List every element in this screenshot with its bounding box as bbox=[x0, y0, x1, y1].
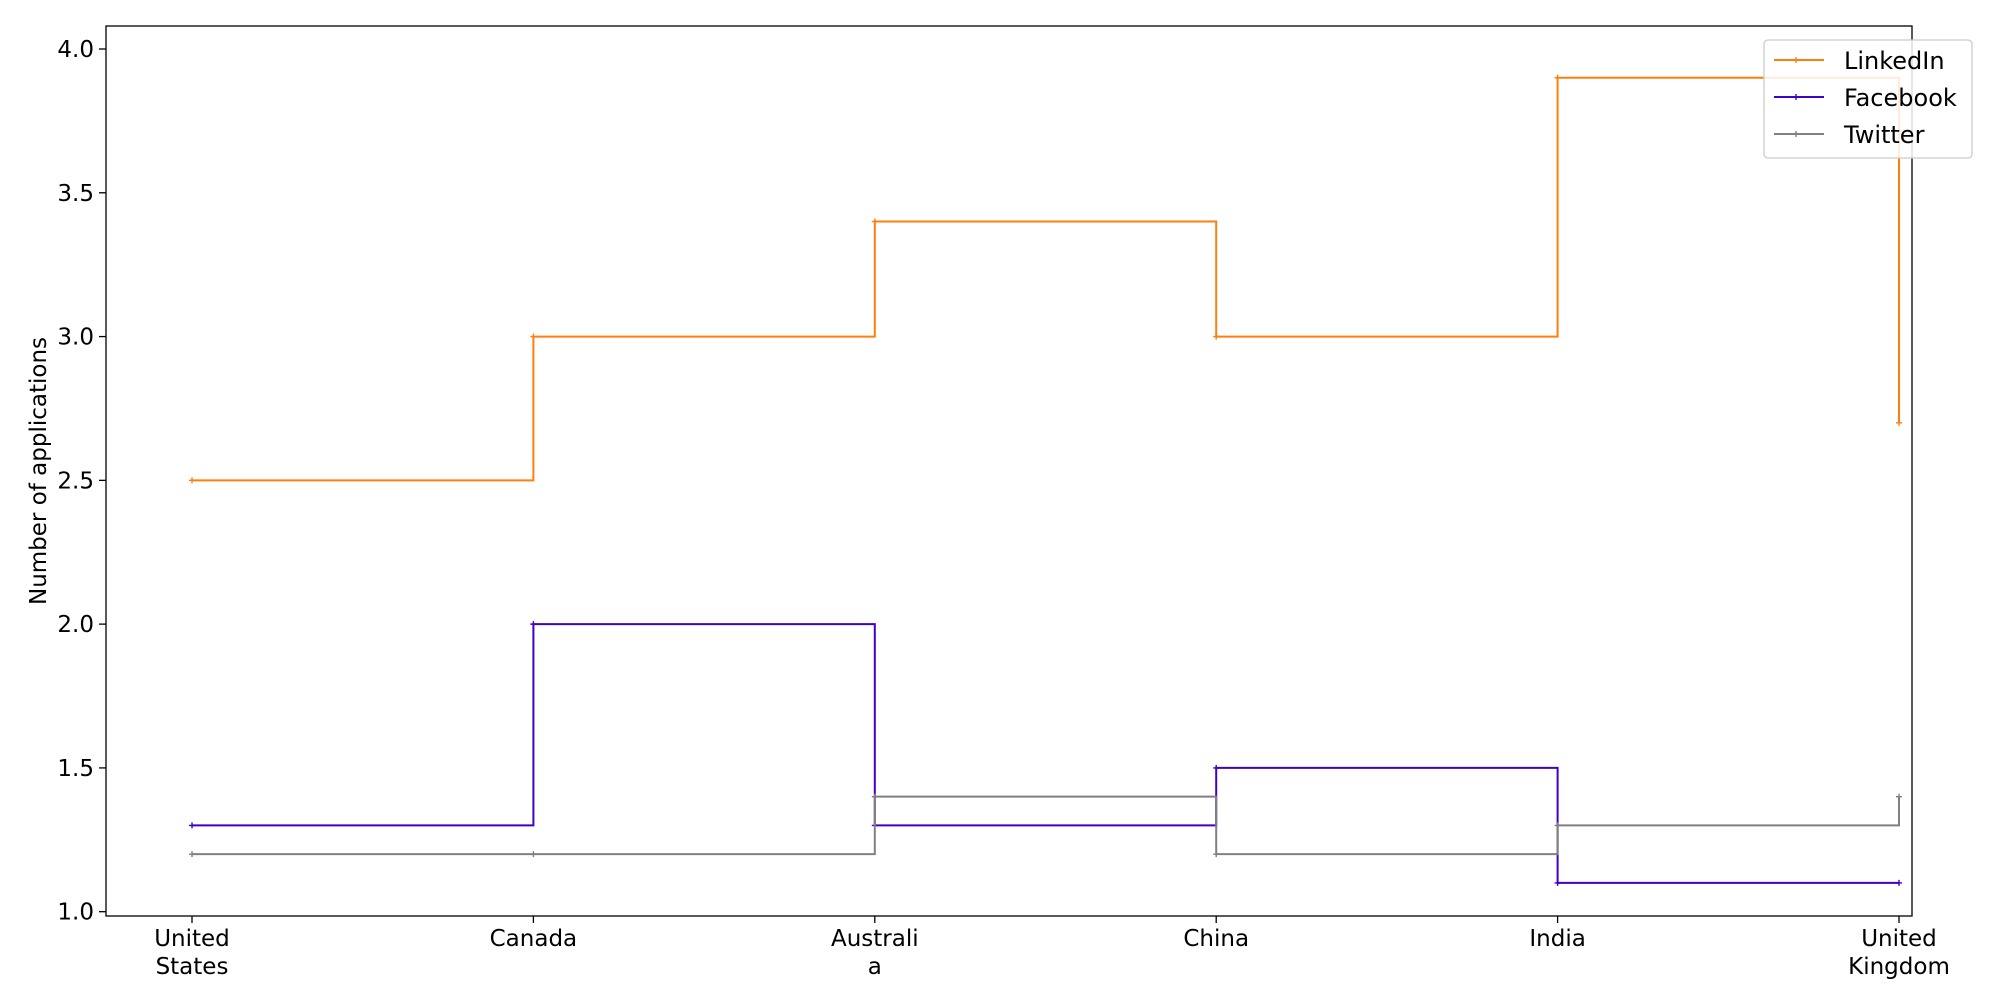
y-axis: 1.0 1.5 2.0 2.5 3.0 3.5 4.0 bbox=[57, 37, 106, 926]
series-line-twitter bbox=[192, 795, 1900, 856]
series-linkedin bbox=[189, 74, 1902, 484]
plot-frame bbox=[105, 25, 1913, 917]
data-point-facebook-3 bbox=[1213, 764, 1220, 771]
data-point-linkedin-2 bbox=[871, 218, 878, 225]
data-point-facebook-5 bbox=[1896, 879, 1902, 886]
x-tick-label-5: United Kingdom bbox=[1848, 926, 1950, 980]
series-facebook bbox=[189, 621, 1902, 886]
x-tick-label-line: Australi bbox=[831, 926, 919, 952]
x-tick-label-2: Australi a bbox=[831, 926, 919, 980]
y-tick-label-2: 2.0 bbox=[57, 612, 94, 638]
y-axis-label: Number of applications bbox=[26, 337, 52, 605]
data-point-linkedin-5 bbox=[1896, 419, 1902, 426]
y-tick-label-5: 3.5 bbox=[57, 181, 94, 207]
series-line-facebook bbox=[192, 623, 1899, 884]
x-tick-label-0: United States bbox=[154, 926, 230, 980]
x-tick-label-line: a bbox=[868, 954, 882, 980]
data-point-twitter-4 bbox=[1554, 822, 1561, 829]
legend-label: Facebook bbox=[1844, 84, 1957, 112]
data-point-twitter-3 bbox=[1213, 851, 1220, 858]
legend-item-facebook: Facebook bbox=[1774, 84, 1957, 112]
data-point-facebook-4 bbox=[1554, 879, 1561, 886]
x-tick-label-line: States bbox=[156, 954, 229, 980]
x-tick-label-line: China bbox=[1183, 926, 1249, 952]
data-point-twitter-0 bbox=[189, 851, 195, 858]
y-tick-label-6: 4.0 bbox=[57, 37, 94, 63]
data-point-twitter-5 bbox=[1896, 793, 1902, 800]
data-point-facebook-1 bbox=[530, 621, 537, 628]
x-tick-label-3: China bbox=[1183, 926, 1249, 952]
series-line-linkedin bbox=[192, 76, 1900, 482]
x-tick-label-4: India bbox=[1529, 926, 1585, 952]
legend: LinkedIn Facebook Twitter bbox=[1763, 39, 1973, 159]
x-tick-label-line: Kingdom bbox=[1848, 954, 1950, 980]
legend-box bbox=[1763, 39, 1973, 159]
x-tick-label-1: Canada bbox=[490, 926, 578, 952]
y-tick-label-0: 1.0 bbox=[57, 900, 94, 926]
data-point-linkedin-1 bbox=[530, 333, 537, 340]
y-tick-label-1: 1.5 bbox=[57, 756, 94, 782]
legend-item-twitter: Twitter bbox=[1774, 121, 1925, 149]
legend-label: LinkedIn bbox=[1844, 47, 1945, 75]
data-point-twitter-1 bbox=[530, 851, 537, 858]
series-layer bbox=[189, 74, 1902, 886]
data-point-twitter-2 bbox=[871, 793, 878, 800]
data-point-linkedin-3 bbox=[1213, 333, 1220, 340]
data-point-linkedin-4 bbox=[1554, 74, 1561, 81]
x-tick-label-line: United bbox=[154, 926, 230, 952]
y-tick-label-3: 2.5 bbox=[57, 468, 94, 494]
legend-label: Twitter bbox=[1843, 121, 1925, 149]
data-point-facebook-0 bbox=[189, 822, 195, 829]
legend-item-linkedin: LinkedIn bbox=[1774, 47, 1945, 75]
x-tick-label-line: Canada bbox=[490, 926, 578, 952]
series-twitter bbox=[189, 793, 1902, 858]
x-tick-label-line: United bbox=[1861, 926, 1937, 952]
y-tick-label-4: 3.0 bbox=[57, 325, 94, 351]
x-tick-label-line: India bbox=[1529, 926, 1585, 952]
data-point-linkedin-0 bbox=[189, 477, 195, 484]
